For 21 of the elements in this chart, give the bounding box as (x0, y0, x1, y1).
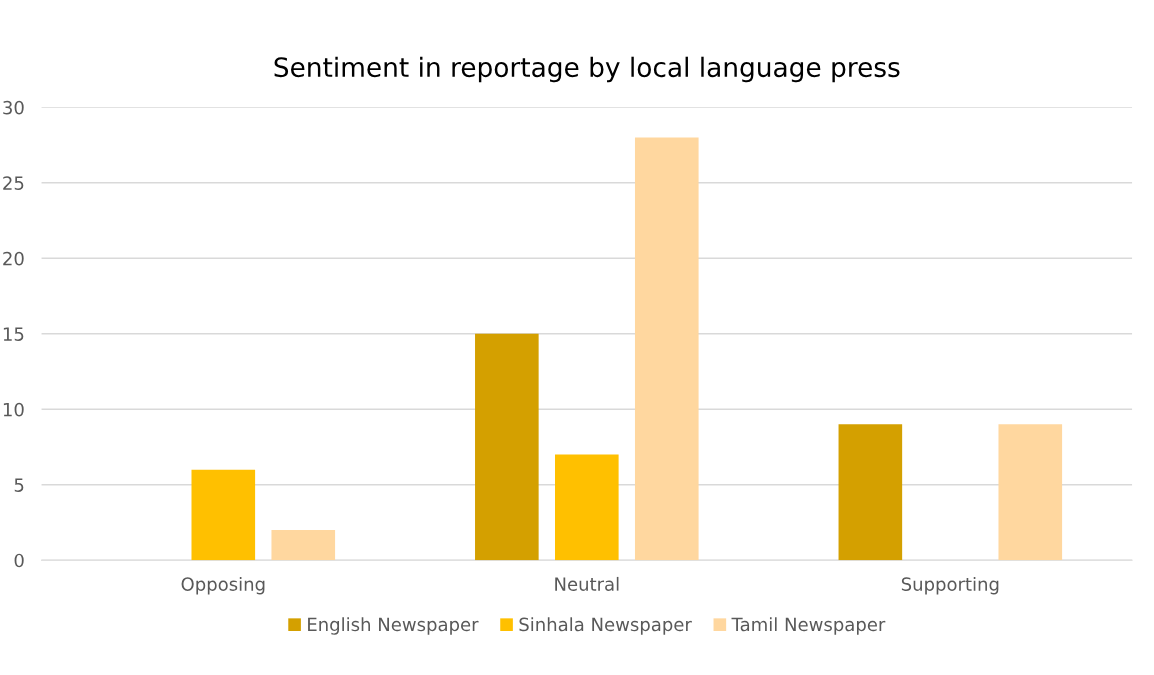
legend-label: Tamil Newspaper (731, 617, 886, 635)
legend-label: Sinhala Newspaper (519, 617, 692, 635)
bar (475, 333, 539, 561)
y-tick-label: 15 (3, 327, 24, 341)
y-tick-label: 0 (14, 553, 24, 568)
y-tick-label: 5 (14, 478, 24, 492)
chart-title: Sentiment in reportage by local language press (274, 56, 900, 83)
x-tick-label: Neutral (555, 576, 619, 591)
bar (191, 469, 256, 561)
bar (838, 424, 903, 561)
y-tick-label: 30 (3, 100, 24, 115)
bar (998, 424, 1063, 561)
legend-label: English Newspaper (308, 617, 479, 635)
y-tick-label: 25 (3, 176, 24, 190)
bar (271, 530, 336, 561)
bar (634, 137, 699, 561)
y-tick-label: 20 (3, 251, 24, 266)
x-tick-label: Supporting (901, 576, 999, 595)
x-tick-label: Opposing (181, 576, 265, 595)
bar (555, 454, 619, 561)
y-tick-label: 10 (3, 402, 24, 417)
